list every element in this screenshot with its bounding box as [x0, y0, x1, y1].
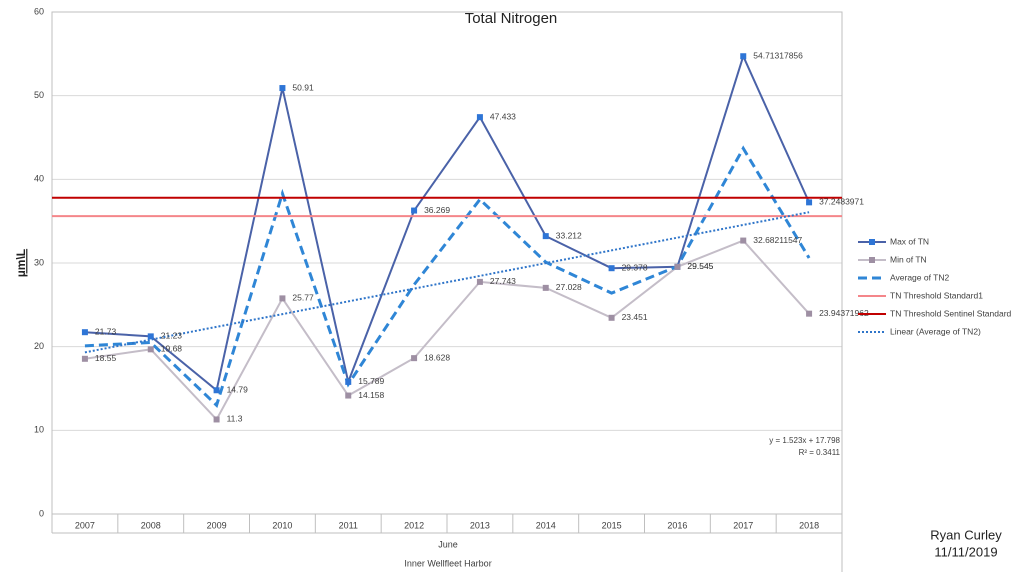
- marker: [279, 85, 286, 92]
- x-tick-label: 2012: [404, 520, 424, 530]
- legend-label: Average of TN2: [890, 272, 949, 282]
- y-tick-label: 50: [34, 90, 44, 100]
- data-label: 27.028: [556, 282, 582, 292]
- data-label: 11.3: [227, 414, 243, 424]
- marker: [806, 199, 813, 206]
- data-label: 21.73: [95, 326, 117, 336]
- data-label: 23.94371962: [819, 308, 869, 318]
- marker: [81, 355, 88, 362]
- data-label: 18.628: [424, 352, 450, 362]
- data-label: 25.77: [292, 293, 314, 303]
- y-tick-label: 20: [34, 341, 44, 351]
- legend-label: TN Threshold Sentinel Standard: [890, 308, 1012, 318]
- data-label: 47.433: [490, 111, 516, 121]
- data-label: 36.269: [424, 205, 450, 215]
- data-label: 18.55: [95, 353, 117, 363]
- legend-marker: [869, 239, 875, 245]
- author: Ryan Curley: [930, 527, 1002, 542]
- trend-r2: R² = 0.3411: [799, 448, 841, 457]
- x-tick-label: 2013: [470, 520, 490, 530]
- data-label: 19.68: [161, 344, 183, 354]
- data-label: 33.212: [556, 230, 582, 240]
- x-axis-label-2: Inner Wellfleet Harbor: [404, 558, 491, 568]
- marker: [806, 310, 813, 317]
- chart-title: Total Nitrogen: [465, 10, 558, 27]
- marker: [476, 114, 483, 121]
- series-line: [84, 211, 810, 354]
- marker: [608, 265, 615, 272]
- data-label: 21.23: [161, 331, 183, 341]
- marker: [147, 333, 154, 340]
- y-tick-label: 30: [34, 257, 44, 267]
- marker: [740, 237, 747, 244]
- marker: [147, 346, 154, 353]
- marker: [411, 207, 418, 214]
- x-tick-label: 2014: [536, 520, 556, 530]
- data-label: 32.68211547: [753, 235, 802, 245]
- marker: [476, 278, 483, 285]
- marker: [345, 392, 352, 399]
- data-label: 23.451: [622, 312, 648, 322]
- x-tick-label: 2017: [733, 520, 753, 530]
- legend-label: Max of TN: [890, 236, 929, 246]
- legend-label: Min of TN: [890, 254, 927, 264]
- data-label: 54.71317856: [753, 50, 803, 60]
- data-label: 29.545: [687, 261, 713, 271]
- series-line: [84, 145, 811, 408]
- marker: [740, 53, 747, 60]
- data-label: 29.378: [622, 262, 648, 272]
- marker: [542, 233, 549, 240]
- y-tick-label: 10: [34, 425, 44, 435]
- marker: [411, 355, 418, 362]
- marker: [213, 416, 220, 423]
- marker: [81, 329, 88, 336]
- data-label: 14.79: [227, 385, 249, 395]
- legend-label: Linear (Average of TN2): [890, 326, 981, 336]
- x-axis-label: June: [438, 539, 458, 549]
- x-tick-label: 2009: [207, 520, 227, 530]
- marker: [279, 295, 286, 302]
- marker: [345, 378, 352, 385]
- y-tick-label: 60: [34, 6, 44, 16]
- marker: [542, 284, 549, 291]
- y-tick-label: 0: [39, 508, 44, 518]
- y-tick-label: 40: [34, 174, 44, 184]
- x-tick-label: 2016: [667, 520, 687, 530]
- data-label: 15.789: [358, 376, 384, 386]
- x-tick-label: 2018: [799, 520, 819, 530]
- series-line: [84, 239, 810, 422]
- x-tick-label: 2008: [141, 520, 161, 530]
- x-tick-label: 2007: [75, 520, 95, 530]
- x-tick-label: 2015: [602, 520, 622, 530]
- legend-label: TN Threshold Standard1: [890, 290, 983, 300]
- data-label: 50.91: [292, 82, 314, 92]
- marker: [674, 263, 681, 270]
- data-label: 29.545: [687, 261, 713, 271]
- y-axis-label: µm\L: [14, 249, 28, 277]
- data-label: 27.743: [490, 276, 516, 286]
- data-label: 14.158: [358, 390, 384, 400]
- marker: [213, 387, 220, 394]
- x-tick-label: 2010: [272, 520, 292, 530]
- legend-marker: [869, 257, 875, 263]
- data-label: 37.2483971: [819, 197, 864, 207]
- date: 11/11/2019: [934, 544, 997, 559]
- marker: [608, 314, 615, 321]
- trend-equation: y = 1.523x + 17.798: [769, 436, 840, 445]
- series-line: [84, 53, 810, 393]
- x-tick-label: 2011: [339, 520, 358, 530]
